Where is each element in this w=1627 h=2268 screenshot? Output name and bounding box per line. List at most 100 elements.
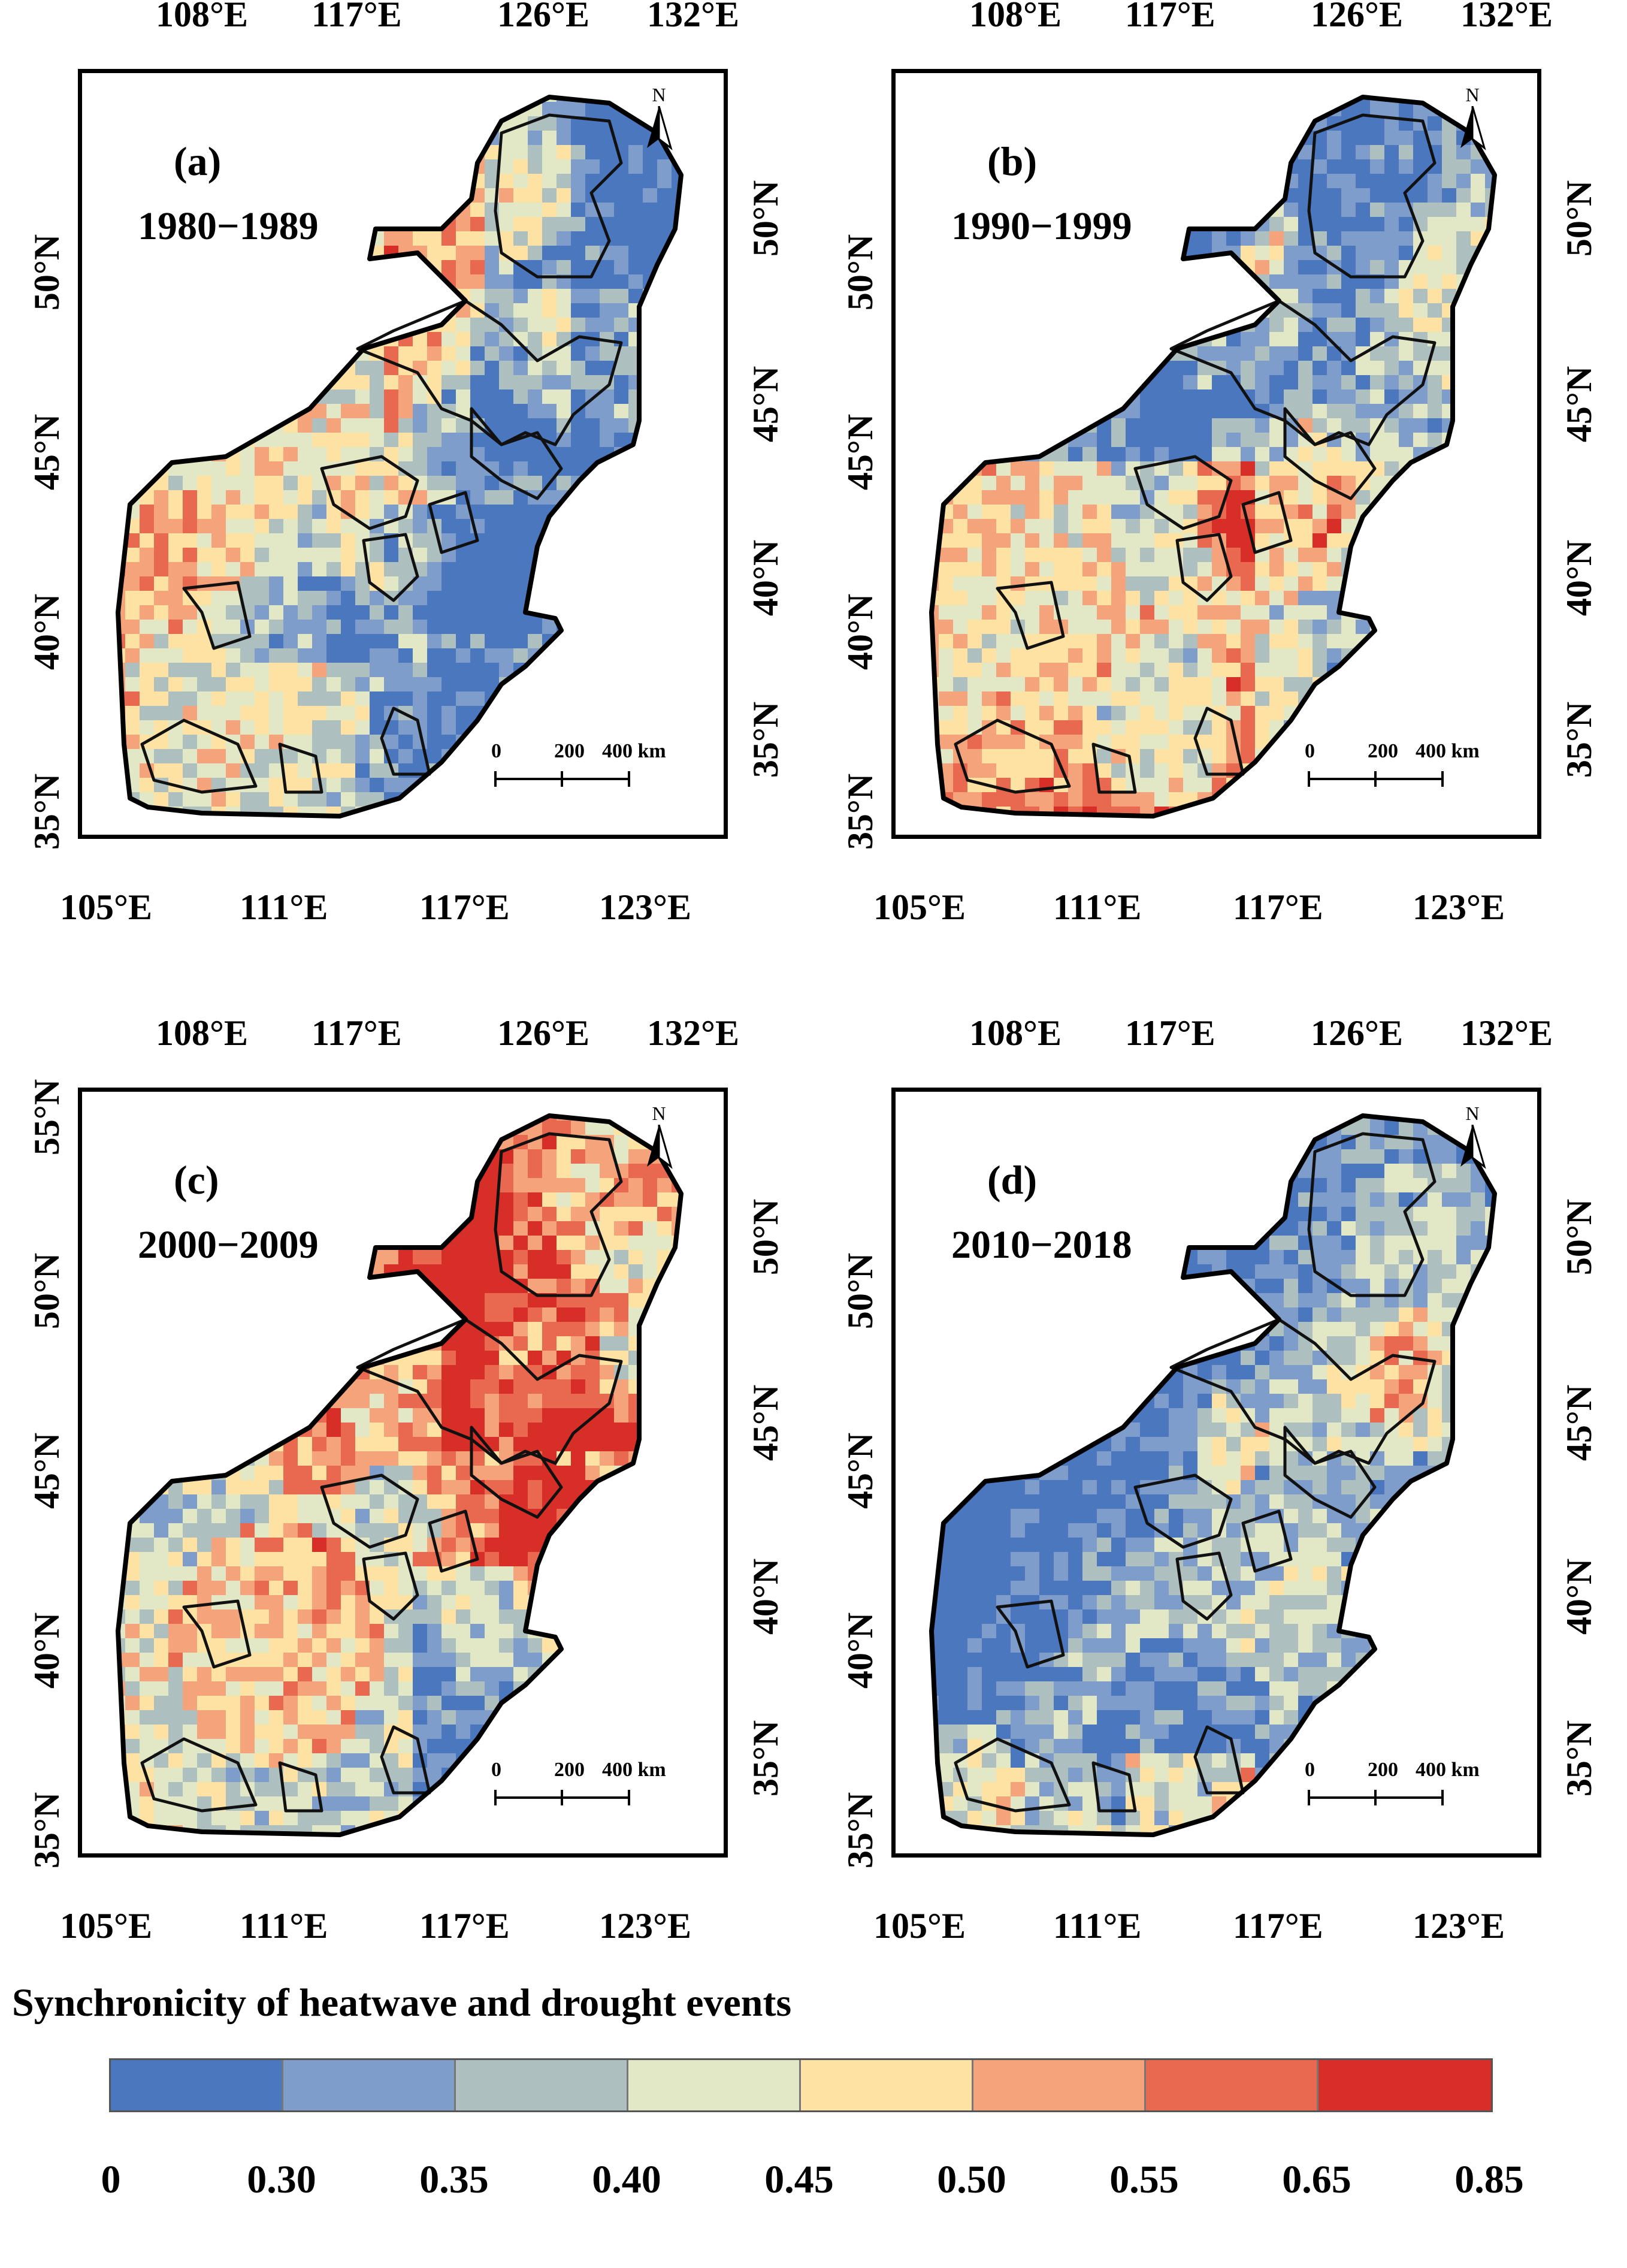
basin-boundary bbox=[140, 718, 258, 794]
legend-tick-label: 0.55 bbox=[1109, 2158, 1179, 2201]
basin-boundary bbox=[1241, 491, 1293, 554]
left-lat-label: 55°N bbox=[27, 1079, 67, 1156]
right-lat-label: 40°N bbox=[746, 1558, 786, 1635]
legend-tick-label: 0.65 bbox=[1282, 2158, 1351, 2201]
top-lon-label: 117°E bbox=[1125, 0, 1215, 34]
legend-swatch bbox=[628, 2060, 801, 2110]
right-lat-label: 35°N bbox=[746, 701, 786, 778]
map-frame bbox=[891, 1088, 1541, 1858]
basin-boundary bbox=[1193, 706, 1245, 776]
basin-boundary bbox=[182, 1599, 252, 1669]
basin-boundary bbox=[380, 1725, 431, 1795]
scale-bar bbox=[494, 771, 630, 787]
scale-label: 0 bbox=[1305, 1759, 1315, 1781]
right-lat-label: 50°N bbox=[1559, 1198, 1599, 1276]
legend-tick-label: 0 bbox=[101, 2158, 121, 2201]
synchronicity-map bbox=[929, 95, 1497, 819]
scale-bar bbox=[1308, 771, 1444, 787]
basin-boundary bbox=[1091, 742, 1137, 794]
basin-boundary bbox=[320, 1473, 419, 1549]
map-frame bbox=[78, 69, 728, 839]
basin-boundary bbox=[1175, 533, 1233, 602]
right-lat-label: 35°N bbox=[1559, 701, 1599, 778]
top-lon-label: 132°E bbox=[1460, 1013, 1553, 1053]
basin-boundary bbox=[494, 1132, 623, 1297]
panel-a: (a) 1980−1989 N 0 200 400 km 108°E 117°E 126°E 13… bbox=[0, 0, 814, 959]
legend-tick-label: 0.40 bbox=[592, 2158, 661, 2201]
synchronicity-map bbox=[116, 1113, 684, 1837]
bottom-lon-label: 123°E bbox=[1413, 1906, 1505, 1946]
period-label: 1980−1989 bbox=[138, 204, 319, 248]
left-lat-label: 45°N bbox=[840, 413, 881, 491]
legend-tick-label: 0.30 bbox=[247, 2158, 316, 2201]
left-lat-label: 35°N bbox=[27, 773, 67, 850]
right-lat-label: 45°N bbox=[1559, 1384, 1599, 1461]
left-lat-label: 50°N bbox=[840, 1252, 881, 1330]
synchronicity-map bbox=[929, 1113, 1497, 1837]
bottom-lon-label: 123°E bbox=[1413, 887, 1505, 927]
region-outline bbox=[929, 95, 1497, 819]
north-arrow-icon: N bbox=[641, 84, 677, 159]
top-lon-label: 108°E bbox=[156, 0, 249, 34]
basin-boundary bbox=[470, 1426, 563, 1519]
panel-b: (b) 1990−1999 N 0 200 400 km 108°E 117°E 126°E 13… bbox=[814, 0, 1627, 959]
basin-boundary bbox=[1193, 1725, 1245, 1795]
right-lat-label: 35°N bbox=[746, 1720, 786, 1797]
panel-d: (d) 2010−2018 N 0 200 400 km 108°E 117°E 126°E 13… bbox=[814, 1013, 1627, 1977]
basin-boundary bbox=[182, 581, 252, 650]
left-lat-label: 40°N bbox=[840, 1612, 881, 1689]
bottom-lon-label: 105°E bbox=[60, 887, 153, 927]
scale-label: 0 bbox=[491, 1759, 501, 1781]
bottom-lon-label: 105°E bbox=[60, 1906, 153, 1946]
panel-letter: (c) bbox=[174, 1157, 219, 1203]
top-lon-label: 117°E bbox=[312, 0, 402, 34]
legend-swatch bbox=[111, 2060, 283, 2110]
basin-boundary bbox=[362, 1551, 419, 1621]
region-outline bbox=[929, 1113, 1497, 1837]
panel-c: (c) 2000−2009 N 0 200 400 km 108°E 117°E 126°E 13… bbox=[0, 1013, 814, 1977]
panel-letter: (a) bbox=[174, 138, 222, 184]
basin-boundary bbox=[1169, 1318, 1437, 1465]
basin-boundary bbox=[954, 1737, 1071, 1813]
top-lon-label: 126°E bbox=[1311, 1013, 1404, 1053]
region-outline bbox=[116, 95, 684, 819]
basin-boundary bbox=[1241, 1509, 1293, 1573]
top-lon-label: 126°E bbox=[497, 1013, 590, 1053]
top-lon-label: 132°E bbox=[647, 1013, 740, 1053]
right-lat-label: 45°N bbox=[1559, 366, 1599, 443]
top-lon-label: 126°E bbox=[497, 0, 590, 34]
scale-bar bbox=[494, 1790, 630, 1805]
basin-boundary bbox=[356, 1318, 623, 1465]
map-frame bbox=[78, 1088, 728, 1858]
top-lon-label: 126°E bbox=[1311, 0, 1404, 34]
left-lat-label: 50°N bbox=[27, 1252, 67, 1330]
basin-boundary bbox=[428, 1509, 479, 1573]
right-lat-label: 40°N bbox=[1559, 1558, 1599, 1635]
scale-bar bbox=[1308, 1790, 1444, 1805]
basin-boundary bbox=[494, 113, 623, 279]
left-lat-label: 50°N bbox=[27, 234, 67, 311]
scale-label: 200 bbox=[554, 740, 585, 762]
legend-swatch bbox=[283, 2060, 456, 2110]
bottom-lon-label: 105°E bbox=[873, 1906, 966, 1946]
period-label: 2000−2009 bbox=[138, 1223, 319, 1267]
basin-boundary bbox=[996, 581, 1065, 650]
basin-boundary bbox=[1133, 1473, 1233, 1549]
legend-tick-label: 0.50 bbox=[937, 2158, 1006, 2201]
left-lat-label: 45°N bbox=[27, 1432, 67, 1509]
basin-boundary bbox=[1283, 407, 1377, 500]
basin-boundary bbox=[278, 742, 323, 794]
north-arrow-icon: N bbox=[1454, 84, 1490, 159]
panel-letter: (b) bbox=[987, 138, 1038, 184]
right-lat-label: 50°N bbox=[746, 180, 786, 257]
right-lat-label: 45°N bbox=[746, 366, 786, 443]
region-outline bbox=[116, 1113, 684, 1837]
left-lat-label: 50°N bbox=[840, 234, 881, 311]
basin-boundary bbox=[380, 706, 431, 776]
legend-title: Synchronicity of heatwave and drought ev… bbox=[12, 1981, 792, 2025]
bottom-lon-label: 111°E bbox=[240, 887, 328, 927]
scale-label: 400 km bbox=[1416, 740, 1480, 762]
basin-boundary bbox=[356, 299, 623, 446]
legend-tick-label: 0.35 bbox=[419, 2158, 489, 2201]
basin-boundary bbox=[1307, 113, 1437, 279]
